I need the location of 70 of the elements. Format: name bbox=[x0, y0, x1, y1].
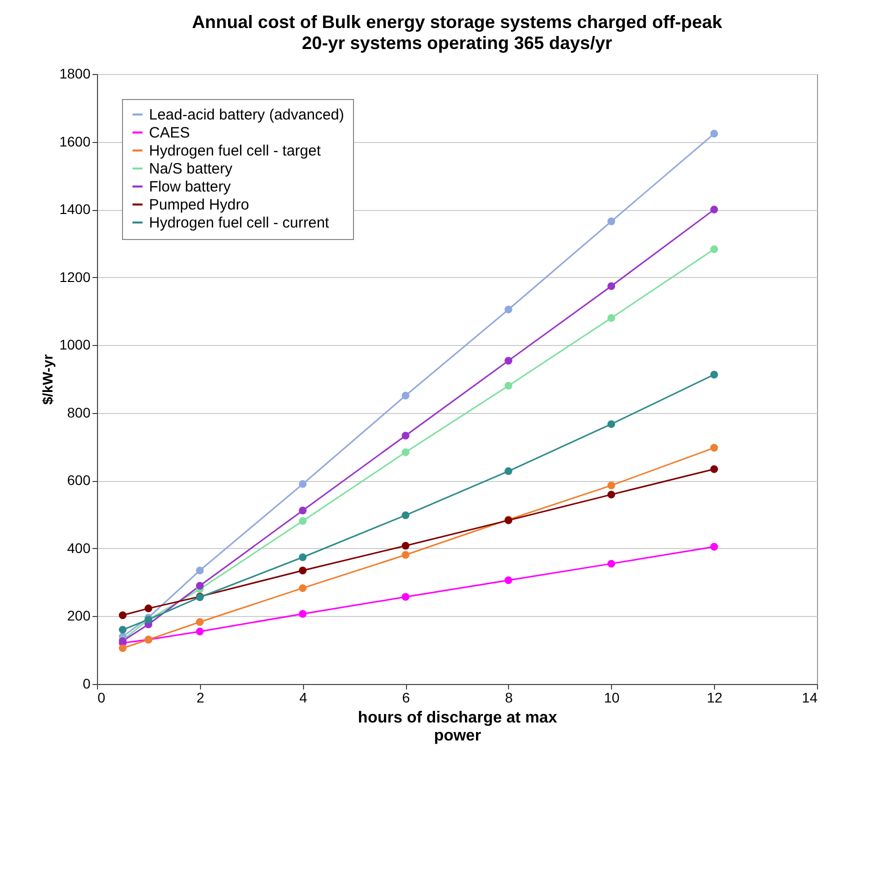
legend-label: Lead-acid battery (advanced) bbox=[149, 106, 344, 124]
point bbox=[710, 465, 718, 474]
x-axis-title: hours of discharge at max power bbox=[358, 710, 558, 744]
point bbox=[402, 432, 410, 440]
legend-label: Hydrogen fuel cell - target bbox=[149, 142, 322, 160]
point bbox=[196, 618, 204, 626]
point bbox=[607, 218, 616, 226]
x-tick-label: 6 bbox=[402, 690, 410, 706]
point bbox=[504, 356, 512, 365]
x-tick-label: 8 bbox=[505, 690, 514, 706]
point bbox=[710, 370, 718, 378]
legend-label: Flow battery bbox=[149, 178, 232, 196]
point bbox=[118, 644, 127, 652]
point bbox=[196, 566, 204, 574]
point bbox=[607, 282, 616, 290]
legend-label: Pumped Hydro bbox=[149, 196, 250, 214]
point bbox=[196, 582, 204, 590]
y-tick-label: 200 bbox=[67, 608, 91, 624]
y-tick-label: 0 bbox=[82, 676, 91, 692]
point bbox=[504, 382, 512, 390]
y-tick-label: 1800 bbox=[59, 66, 91, 82]
point bbox=[710, 130, 718, 138]
y-tick-label: 1200 bbox=[59, 268, 91, 285]
point bbox=[298, 480, 307, 488]
x-tick-label: 4 bbox=[299, 690, 308, 706]
point bbox=[504, 467, 512, 476]
point bbox=[298, 517, 307, 525]
point bbox=[402, 551, 410, 559]
y-axis-title: $/kW-yr bbox=[39, 354, 56, 405]
x-tick-label: 2 bbox=[196, 690, 204, 706]
y-tick-label: 1600 bbox=[59, 133, 91, 150]
point bbox=[504, 576, 512, 584]
point bbox=[298, 584, 307, 592]
point bbox=[298, 553, 307, 562]
point bbox=[607, 560, 616, 568]
x-tick-label: 14 bbox=[802, 690, 818, 706]
point bbox=[298, 506, 307, 514]
legend-label: Hydrogen fuel cell - current bbox=[149, 214, 330, 232]
point bbox=[710, 206, 718, 214]
point bbox=[402, 448, 410, 456]
y-tick-label: 400 bbox=[67, 540, 91, 556]
y-tick-label: 1400 bbox=[59, 201, 91, 218]
point bbox=[402, 392, 410, 400]
point bbox=[710, 245, 718, 254]
point bbox=[144, 604, 152, 612]
legend-label: Na/S battery bbox=[149, 160, 233, 178]
y-tick-label: 600 bbox=[67, 472, 91, 488]
chart-subtitle: 20-yr systems operating 365 days/yr bbox=[302, 33, 612, 53]
point bbox=[402, 542, 410, 550]
point bbox=[298, 610, 307, 618]
y-tick-label: 1000 bbox=[59, 336, 91, 353]
point bbox=[607, 314, 616, 322]
legend-label: CAES bbox=[149, 124, 190, 142]
point bbox=[298, 566, 307, 574]
point bbox=[607, 490, 616, 498]
x-tick-label: 0 bbox=[98, 690, 106, 706]
point bbox=[710, 444, 718, 452]
point bbox=[118, 626, 127, 634]
x-tick-label: 10 bbox=[604, 690, 620, 706]
point bbox=[402, 593, 410, 601]
y-tick-label: 800 bbox=[67, 404, 91, 420]
point bbox=[402, 511, 410, 520]
point bbox=[607, 482, 616, 490]
point bbox=[118, 611, 127, 620]
point bbox=[710, 542, 718, 551]
point bbox=[196, 628, 204, 636]
chart-title: Annual cost of Bulk energy storage systems charged off-peak bbox=[192, 12, 724, 32]
x-tick-label: 12 bbox=[706, 690, 723, 706]
point bbox=[607, 420, 616, 428]
point bbox=[504, 306, 512, 314]
